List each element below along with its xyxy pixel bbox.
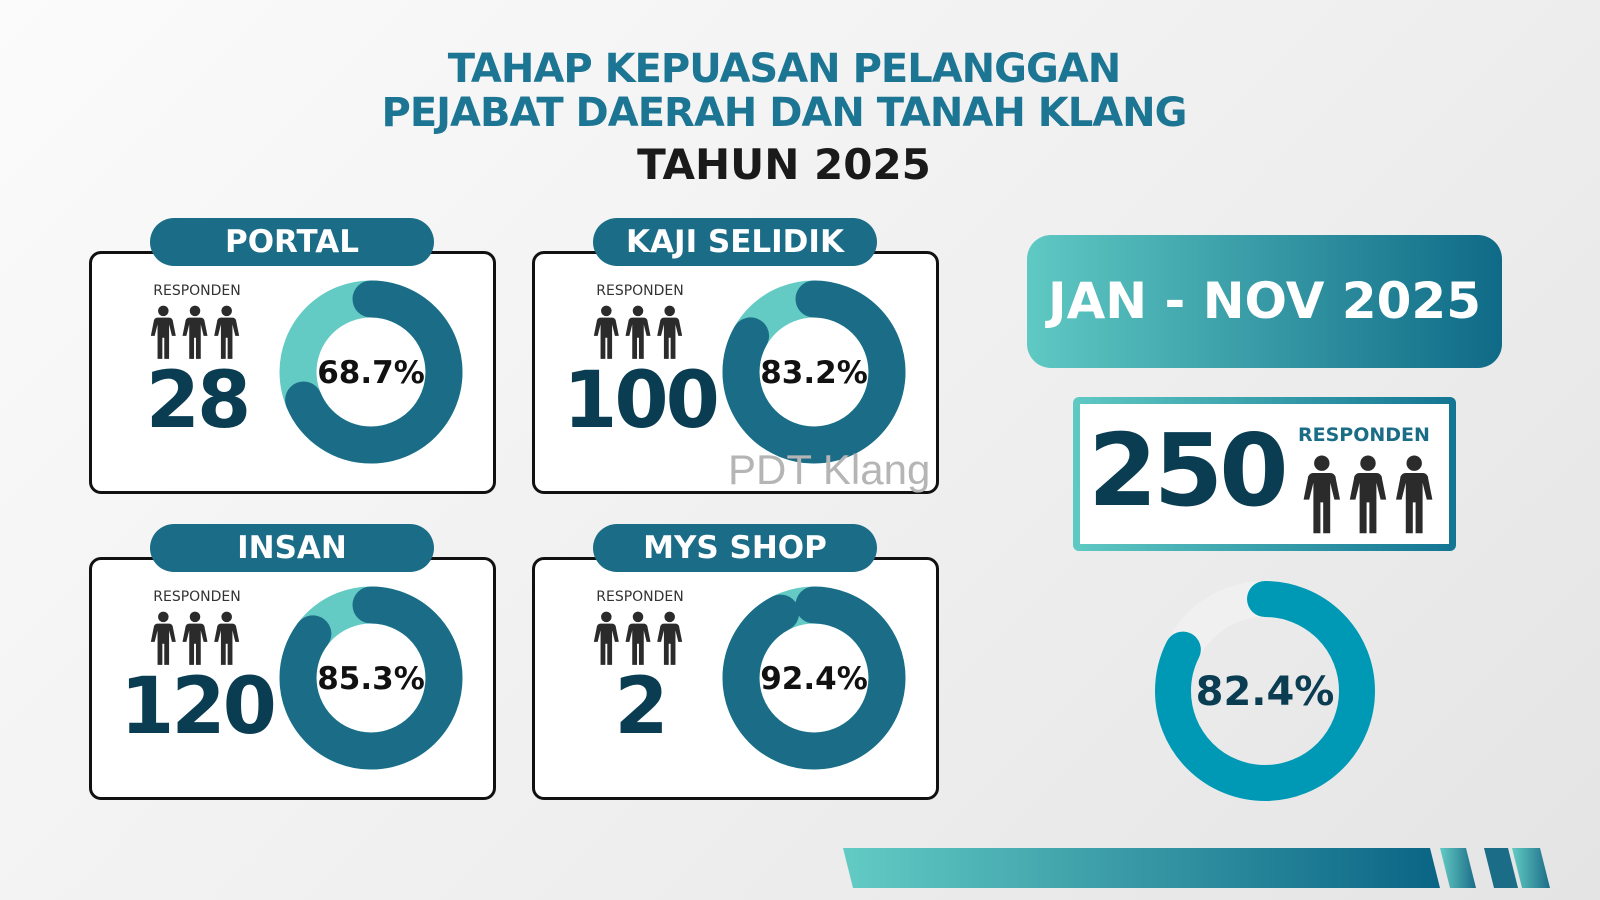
donut-arc: [722, 280, 906, 464]
respondent-label: RESPONDEN: [153, 589, 241, 605]
donut-label: 83.2%: [760, 355, 868, 391]
donut-label: 68.7%: [317, 355, 425, 391]
person-icon: [657, 611, 683, 665]
respondent-count: 100: [563, 356, 720, 446]
person-icon: [1303, 455, 1340, 534]
donut-label: 82.4%: [1196, 669, 1335, 715]
people-icon: [593, 611, 683, 665]
card-title-mys-shop: MYS SHOP: [593, 524, 877, 572]
person-icon: [593, 305, 619, 359]
person-icon: [1349, 455, 1387, 534]
person-icon: [625, 305, 651, 359]
total-respondents-label: RESPONDEN: [1298, 424, 1430, 446]
person-icon: [214, 305, 240, 359]
card-title-kaji-selidik: KAJI SELIDIK: [593, 218, 877, 266]
person-icon: [1396, 455, 1433, 534]
respondent-label: RESPONDEN: [153, 283, 241, 299]
donut-label: 92.4%: [760, 661, 868, 697]
people-icon: [150, 305, 240, 359]
respondent-count: 120: [120, 662, 277, 752]
card-title-portal: PORTAL: [150, 218, 434, 266]
respondent-count: 2: [614, 662, 668, 752]
total-respondents-box: 250 RESPONDEN: [1073, 397, 1456, 551]
person-icon: [214, 611, 240, 665]
people-icon: [593, 305, 683, 359]
overall-donut: 82.4%: [1155, 581, 1375, 801]
total-respondents-count: 250: [1088, 412, 1289, 529]
person-icon: [593, 611, 619, 665]
respondent-label: RESPONDEN: [596, 589, 684, 605]
decorative-stripe: [843, 848, 1550, 888]
respondent-label: RESPONDEN: [596, 283, 684, 299]
donut-arc: [279, 586, 463, 770]
person-icon: [657, 305, 683, 359]
person-icon: [625, 611, 651, 665]
person-icon: [182, 305, 208, 359]
respondent-count: 28: [145, 356, 252, 446]
people-icon: [1303, 455, 1433, 534]
title-line-1: TAHAP KEPUASAN PELANGGAN: [447, 46, 1121, 92]
person-icon: [150, 611, 176, 665]
title-line-2: PEJABAT DAERAH DAN TANAH KLANG: [381, 90, 1188, 136]
donut-kaji-selidik: 83.2%: [722, 280, 906, 464]
donut-arc: [279, 280, 463, 464]
period-banner: JAN - NOV 2025: [1027, 235, 1502, 368]
title-year: TAHUN 2025: [637, 140, 931, 189]
donut-label: 85.3%: [317, 661, 425, 697]
person-icon: [182, 611, 208, 665]
donut-portal: 68.7%: [279, 280, 463, 464]
donut-mys-shop: 92.4%: [722, 586, 906, 770]
donut-arc: [1155, 581, 1375, 801]
watermark: PDT Klang: [728, 446, 931, 493]
people-icon: [150, 611, 240, 665]
person-icon: [150, 305, 176, 359]
donut-insan: 85.3%: [279, 586, 463, 770]
donut-arc: [722, 586, 906, 770]
card-title-insan: INSAN: [150, 524, 434, 572]
